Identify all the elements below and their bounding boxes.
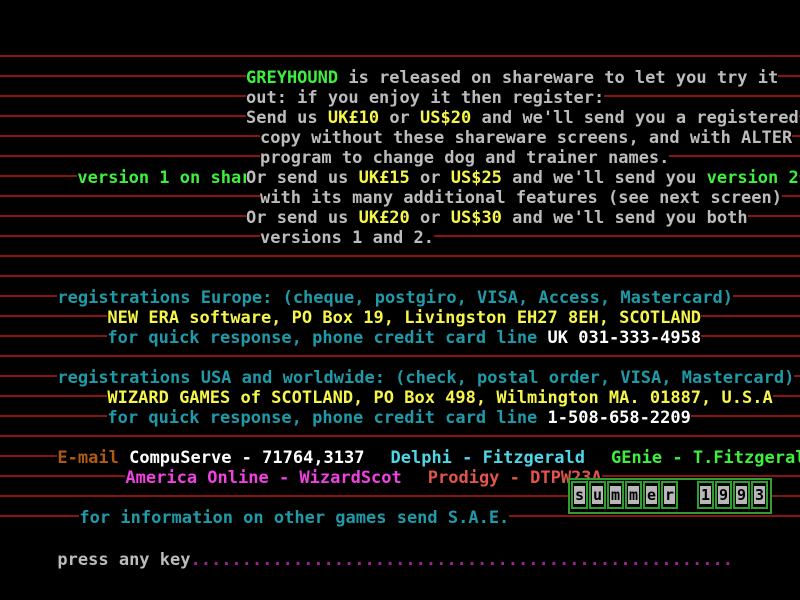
intro-row-4: copy without these shareware screens, an… — [0, 128, 800, 148]
usa-address: WIZARD GAMES of SCOTLAND, PO Box 498, Wi… — [107, 388, 773, 408]
intro-run-6-1: Or send us — [246, 168, 359, 188]
usa-phone-number: 1-508-658-2209 — [547, 408, 691, 428]
intro-run-6-4: US$25 — [450, 168, 502, 188]
europe-phone-prefix: for quick response, phone credit card li… — [107, 328, 548, 348]
europe-address-row: NEW ERA software, PO Box 19, Livingston … — [0, 288, 800, 328]
intro-run-2-1: out: if you enjoy it then register: — [246, 88, 605, 108]
badge-glyph: 1 — [700, 486, 711, 504]
badge-glyph: m — [610, 486, 621, 504]
badge-glyph: 3 — [754, 486, 765, 504]
intro-row-6: Or send us UK£15 or US$25 and we'll send… — [0, 168, 800, 188]
badge-cell: m — [607, 481, 624, 509]
europe-heading: registrations Europe: (cheque, postgiro,… — [57, 288, 733, 308]
europe-phone-number: UK 031-333-4958 — [547, 328, 702, 348]
email-row-2: America Online - WizardScot Prodigy - DTP… — [0, 448, 800, 488]
badge-cell: e — [643, 481, 660, 509]
badge-glyph: m — [628, 486, 639, 504]
email-service-email-r2-1: America Online - WizardScot — [125, 468, 402, 488]
intro-row-3: Send us UK£10 or US$20 and we'll send yo… — [0, 108, 800, 128]
usa-phone-prefix: for quick response, phone credit card li… — [107, 408, 548, 428]
intro-run-1-1: GREYHOUND — [246, 68, 339, 88]
intro-run-4-1: copy without these shareware screens, an… — [260, 128, 793, 148]
email-row-1: E-mail CompuServe - 71764,3137 Delphi - F… — [0, 428, 800, 468]
email-services-row-2: America Online - WizardScot Prodigy - DTP… — [125, 468, 602, 488]
usa-phone-row: for quick response, phone credit card li… — [0, 388, 800, 428]
intro-run-3-3: or — [379, 108, 421, 128]
intro-run-6-6: version 2 — [706, 168, 799, 188]
badge-glyph: u — [592, 486, 603, 504]
badge-glyph: 9 — [718, 486, 729, 504]
intro-run-3-1: Send us — [246, 108, 328, 128]
footer-info-line: for information on other games send S.A.… — [79, 508, 510, 528]
intro-run-6-3: or — [409, 168, 451, 188]
badge-glyph: r — [664, 486, 675, 504]
footer-info-row: for information on other games send S.A.… — [0, 488, 800, 528]
press-any-key-dots: ........................................… — [190, 550, 733, 570]
badge-cell: u — [589, 481, 606, 509]
europe-address: NEW ERA software, PO Box 19, Livingston … — [107, 308, 702, 328]
intro-run-5-1: program to change dog and trainer names. — [260, 148, 670, 168]
press-any-key-label[interactable]: press any key — [57, 550, 191, 570]
intro-run-7-1: with its many additional features (see n… — [260, 188, 782, 208]
intro-row-8: Or send us UK£20 or US$30 and we'll send… — [0, 208, 800, 228]
email-service-email-r1-3: GEnie - T.Fitzgeral6 — [610, 448, 800, 468]
intro-run-6-2: UK£15 — [358, 168, 410, 188]
intro-row-1: GREYHOUND is released on shareware to le… — [0, 68, 800, 88]
email-services-row-1: CompuServe - 71764,3137 Delphi - Fitzgera… — [129, 448, 800, 468]
press-any-key-row[interactable]: press any key...........................… — [0, 530, 800, 570]
intro-run-6-5: and we'll send you — [501, 168, 707, 188]
badge-cell: 9 — [715, 481, 732, 509]
intro-run-9-1: versions 1 and 2. — [260, 228, 434, 248]
badge-cell — [679, 481, 696, 509]
email-service-email-r1-2: Delphi - Fitzgerald — [390, 448, 585, 468]
usa-heading: registrations USA and worldwide: (check,… — [57, 368, 795, 388]
badge-cell: 9 — [733, 481, 750, 509]
intro-row-2: out: if you enjoy it then register: — [0, 88, 800, 108]
badge-cell: 1 — [697, 481, 714, 509]
usa-address-row: WIZARD GAMES of SCOTLAND, PO Box 498, Wi… — [0, 368, 800, 408]
intro-run-8-5: and we'll send you both — [501, 208, 748, 228]
badge-glyph: s — [574, 486, 585, 504]
intro-run-8-1: Or send us — [246, 208, 359, 228]
europe-heading-row: registrations Europe: (cheque, postgiro,… — [0, 268, 800, 308]
usa-heading-row: registrations USA and worldwide: (check,… — [0, 348, 800, 388]
badge-glyph: e — [646, 486, 657, 504]
intro-run-3-5: and we'll send you a registered — [471, 108, 799, 128]
intro-run-8-4: US$30 — [450, 208, 502, 228]
intro-row-9: versions 1 and 2. — [0, 228, 800, 248]
intro-row-5: program to change dog and trainer names. — [0, 148, 800, 168]
europe-phone-row: for quick response, phone credit card li… — [0, 308, 800, 348]
intro-run-3-2: UK£10 — [327, 108, 380, 128]
intro-row-7: with its many additional features (see n… — [0, 188, 800, 208]
intro-run-8-3: or — [409, 208, 451, 228]
badge-cell: s — [571, 481, 588, 509]
intro-run-3-4: US$20 — [420, 108, 472, 128]
badge-cell: m — [625, 481, 642, 509]
email-service-email-r1-1: CompuServe - 71764,3137 — [129, 448, 365, 468]
badge-cell: 3 — [751, 481, 768, 509]
email-label: E-mail — [57, 448, 119, 468]
badge-cell: r — [661, 481, 678, 509]
badge-glyph — [682, 486, 693, 504]
intro-run-8-2: UK£20 — [358, 208, 410, 228]
intro-run-1-2: is released on shareware to let you try … — [338, 68, 779, 88]
badge-glyph: 9 — [736, 486, 747, 504]
